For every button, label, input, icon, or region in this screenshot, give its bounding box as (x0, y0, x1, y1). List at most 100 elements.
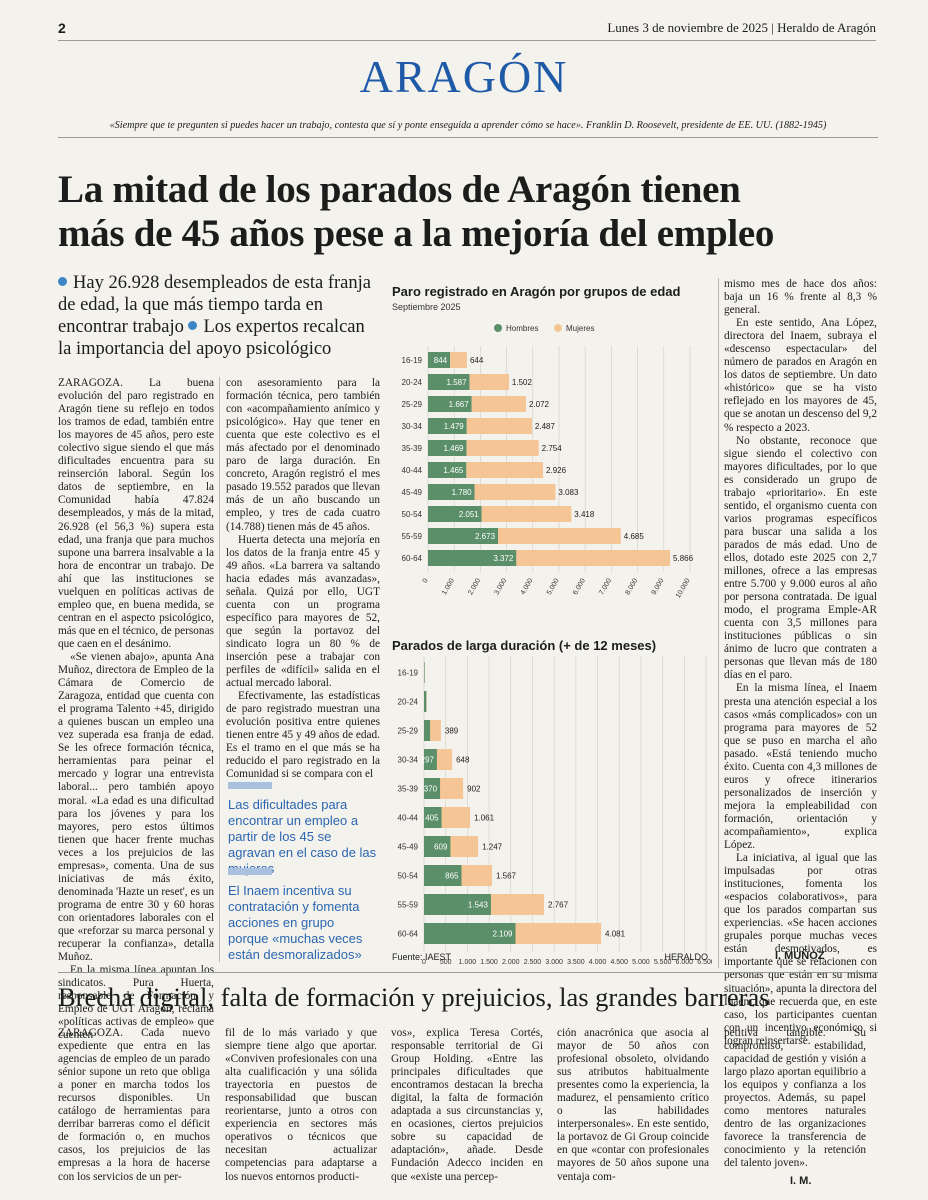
bar-hombres (428, 374, 470, 390)
chart-title: Parados de larga duración (+ de 12 meses… (392, 638, 656, 653)
bar-mujeres (498, 528, 621, 544)
data-label: 370 (424, 785, 438, 794)
category-label: 55-59 (402, 532, 423, 541)
tick-label: 4.000 (520, 577, 535, 596)
tick-label: 10.000 (675, 577, 692, 599)
headline-line-1: La mitad de los parados de Aragón tienen (58, 168, 741, 211)
tick-label: 5.500 (654, 959, 672, 964)
bar-subset (424, 807, 442, 828)
paragraph: fil de lo más variado y que siempre tien… (225, 1027, 377, 1183)
subheadline: Hay 26.928 desempleados de esta franja d… (58, 272, 380, 360)
category-label: 50-54 (402, 510, 423, 519)
data-label: 3.372 (493, 554, 514, 563)
bar-mujeres (466, 418, 532, 434)
data-label: 609 (434, 843, 448, 852)
category-label: 45-49 (402, 488, 423, 497)
headline-line-2: más de 45 años pese a la mejoría del emp… (58, 212, 775, 255)
chart-long-term: Parados de larga duración (+ de 12 meses… (392, 638, 715, 966)
data-label: 844 (434, 356, 448, 365)
bar-mujeres (469, 374, 509, 390)
category-label: 20-24 (402, 378, 423, 387)
paragraph: Efectivamente, las estadísticas de paro … (226, 690, 380, 781)
subhead-1: Hay 26.928 desempleados de esta franja d… (58, 273, 371, 337)
bar-mujeres (466, 440, 539, 456)
data-label: 5.866 (673, 554, 694, 563)
tick-label: 4.500 (610, 959, 628, 964)
section-rule (58, 972, 878, 973)
bar-hombres (428, 462, 467, 478)
data-label: 1.667 (449, 400, 470, 409)
tick-label: 3.500 (567, 959, 585, 964)
data-label: 902 (467, 785, 481, 794)
bar-subset (424, 865, 462, 886)
data-label: 3.083 (558, 488, 579, 497)
secondary-headline: Brecha digital, falta de formación y pre… (58, 982, 770, 1012)
legend-marker (554, 324, 562, 332)
data-label: 2.072 (529, 400, 550, 409)
chart-panel: Paro registrado en Aragón por grupos de … (388, 278, 715, 966)
paragraph: ZARAGOZA. Cada nuevo expediente que entr… (58, 1027, 210, 1183)
pullquote-bar (228, 868, 272, 875)
tick-label: 8.000 (625, 577, 640, 596)
chart-age-groups: Paro registrado en Aragón por grupos de … (392, 284, 694, 600)
bar-mujeres (471, 396, 526, 412)
data-label: 1.502 (512, 378, 533, 387)
data-label: 2.051 (459, 510, 480, 519)
tick-label: 500 (440, 959, 452, 964)
data-label: 2.926 (546, 466, 567, 475)
charts-svg: Paro registrado en Aragón por grupos de … (392, 284, 715, 966)
tick-label: 3.000 (545, 959, 563, 964)
paragraph: En este sentido, Ana López, directora de… (724, 317, 877, 434)
article2-column-1: ZARAGOZA. Cada nuevo expediente que entr… (58, 1027, 210, 1184)
paragraph: petitiva tangible. Su compromiso, estabi… (724, 1027, 866, 1170)
bar-mujeres (516, 550, 671, 566)
chart-subtitle: Septiembre 2025 (392, 302, 461, 312)
paragraph: con asesoramiento para la formación técn… (226, 377, 380, 533)
bar-hombres (428, 440, 467, 456)
bar-mujeres (474, 484, 556, 500)
signature: I. MUÑOZ (775, 950, 825, 962)
tick-label: 5.000 (546, 577, 561, 596)
pullquote-2: El Inaem incentiva su contratación y fom… (228, 868, 378, 963)
tick-label: 1.500 (480, 959, 498, 964)
tick-label: 3.000 (494, 577, 509, 596)
article-column-3: mismo mes de hace dos años: baja un 16 %… (724, 278, 877, 1048)
data-label: 2.767 (548, 901, 569, 910)
paragraph: «Se vienen abajo», apunta Ana Muñoz, dir… (58, 650, 214, 964)
category-label: 25-29 (402, 400, 423, 409)
bar-hombres (428, 506, 482, 522)
bullet-dot-icon (58, 277, 67, 286)
tick-label: 6.000 (676, 959, 694, 964)
tick-label: 1.000 (441, 577, 456, 596)
page-header: 2 Lunes 3 de noviembre de 2025 | Heraldo… (58, 18, 876, 41)
category-label: 30-34 (402, 422, 423, 431)
pullquote-bar (228, 782, 272, 789)
data-label: 3.418 (574, 510, 595, 519)
section-quote: «Siempre que te pregunten si puedes hace… (58, 120, 878, 138)
category-label: 25-29 (398, 727, 419, 736)
signature-2: I. M. (790, 1175, 812, 1187)
chart-source: Fuente: IAEST (392, 952, 452, 962)
article2-column-3: vos», explica Teresa Cortés, responsable… (391, 1027, 543, 1184)
page-number: 2 (58, 20, 66, 36)
tick-label: 0 (422, 577, 430, 584)
pullquote-text: Las dificultades para encontrar un emple… (228, 797, 377, 876)
subhead-2: Los expertos recalcan la importancia del… (58, 317, 365, 359)
bar-mujeres (466, 462, 544, 478)
category-label: 35-39 (402, 444, 423, 453)
data-label: 1.587 (447, 378, 468, 387)
article2-column-5: petitiva tangible. Su compromiso, estabi… (724, 1027, 866, 1171)
bar-subset (424, 749, 437, 770)
paragraph: mismo mes de hace dos años: baja un 16 %… (724, 278, 877, 317)
category-label: 50-54 (398, 872, 419, 881)
bar-hombres (428, 550, 517, 566)
tick-label: 2.000 (467, 577, 482, 596)
pullquote-1: Las dificultades para encontrar un emple… (228, 782, 378, 877)
bar-subset (424, 662, 425, 683)
category-label: 60-64 (402, 554, 423, 563)
category-label: 40-44 (398, 814, 419, 823)
data-label: 4.685 (624, 532, 645, 541)
data-label: 389 (445, 727, 459, 736)
tick-label: 6.000 (572, 577, 587, 596)
